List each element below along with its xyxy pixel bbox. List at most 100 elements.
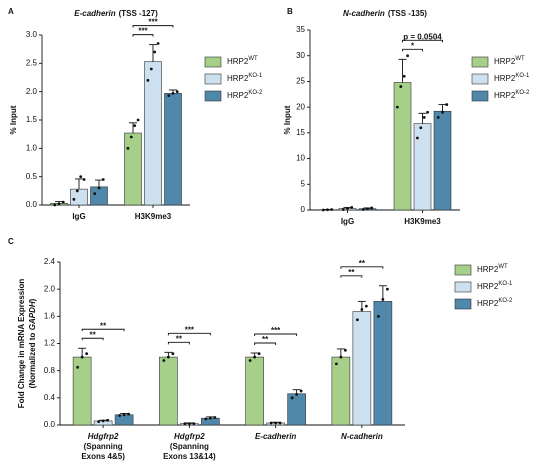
legend-label: HRP2WT	[494, 56, 525, 67]
data-point	[167, 94, 171, 98]
bar	[144, 61, 162, 206]
y-tick-label: 20	[296, 102, 305, 111]
chart-title: N-cadherin (TSS -135)	[343, 9, 427, 18]
bar	[373, 301, 393, 426]
bar	[393, 82, 412, 211]
y-tick-label: 2.0	[26, 87, 38, 96]
bar	[90, 186, 108, 206]
data-point	[370, 206, 374, 210]
significance-label: **	[90, 330, 97, 339]
data-point	[399, 85, 403, 88]
data-point	[396, 105, 399, 109]
data-point	[253, 355, 257, 359]
y-tick-label: 1.6	[44, 311, 56, 320]
significance-bracket	[340, 275, 363, 278]
y-axis-label: % Input	[283, 105, 292, 134]
legend-name: HRP2	[477, 282, 499, 291]
legend-label: HRP2KO-1	[477, 281, 513, 292]
title-italic: N-cadherin	[343, 9, 385, 18]
significance-bracket	[340, 266, 384, 269]
panel-label: B	[287, 7, 293, 16]
legend-swatch	[204, 73, 222, 85]
legend-label: HRP2KO-1	[227, 73, 263, 84]
significance-label: ***	[271, 326, 281, 335]
y-tick-label: 0.8	[44, 366, 56, 375]
significance-label: **	[100, 321, 107, 330]
significance-bracket	[402, 48, 423, 52]
data-point	[61, 200, 65, 204]
legend-swatch	[471, 90, 489, 102]
data-point	[274, 421, 278, 425]
y-label-italic: GAPDH	[28, 301, 37, 330]
data-point	[129, 135, 133, 139]
x-tick-label: H3K9me3	[135, 212, 172, 221]
significance-bracket	[167, 341, 190, 345]
data-point	[445, 103, 449, 106]
bar	[124, 132, 142, 206]
error-bar	[129, 122, 137, 134]
legend-name: HRP2	[494, 91, 516, 100]
data-point	[97, 420, 101, 424]
y-tick-label: 1.2	[44, 339, 56, 348]
data-point	[166, 355, 170, 359]
y-tick-label: 0	[301, 205, 306, 214]
y-tick-label: 35	[296, 25, 305, 34]
bar	[159, 356, 178, 426]
data-point	[299, 389, 303, 393]
data-point	[339, 355, 343, 359]
x-tick-label: IgG	[341, 217, 354, 226]
y-tick-label: 1.0	[26, 143, 38, 152]
data-point	[343, 348, 347, 352]
legend-swatch	[471, 56, 489, 68]
data-point	[360, 308, 364, 311]
legend-superscript: KO-2	[515, 90, 530, 96]
legend-label: HRP2KO-2	[494, 90, 530, 101]
significance-label: ***	[185, 325, 195, 334]
data-point	[79, 175, 83, 179]
y-tick-label: 0.0	[26, 200, 38, 209]
legend-name: HRP2	[477, 299, 499, 308]
data-point	[57, 202, 61, 206]
significance-label: **	[176, 334, 183, 343]
legend-name: HRP2	[227, 91, 249, 100]
data-point	[80, 355, 84, 359]
data-point	[153, 50, 157, 54]
legend-name: HRP2	[494, 74, 516, 83]
y-label-part: (Normalized to	[28, 333, 37, 389]
x-tick-line: E-cadherin	[255, 432, 296, 441]
error-bar	[418, 112, 427, 124]
x-tick-label: E-cadherin	[255, 432, 296, 441]
y-tick-label: 2.4	[44, 257, 56, 266]
x-tick-line: Hdgfrp2	[174, 432, 205, 441]
significance-label: ***	[148, 18, 158, 27]
bar	[114, 414, 134, 426]
error-bar	[438, 104, 447, 112]
x-tick-line: (Spanning	[84, 442, 123, 451]
title-rest: (TSS -127)	[119, 9, 158, 18]
data-point	[426, 110, 429, 114]
data-point	[385, 287, 389, 291]
data-point	[406, 54, 409, 58]
data-point	[101, 419, 105, 423]
data-point	[53, 203, 57, 207]
bar	[331, 356, 351, 426]
significance-bracket	[167, 332, 211, 336]
data-point	[422, 116, 426, 119]
significance-bracket	[132, 34, 154, 37]
y-tick-label: 10	[296, 154, 305, 163]
error-bar	[75, 178, 83, 190]
legend-label: HRP2WT	[227, 56, 258, 67]
legend-swatch	[454, 281, 472, 293]
data-point	[126, 146, 130, 150]
data-point	[187, 422, 191, 426]
data-point	[278, 421, 282, 425]
y-axis-label: % Input	[9, 105, 18, 134]
legend-name: HRP2	[477, 265, 499, 274]
data-point	[330, 208, 334, 211]
bar	[413, 123, 432, 211]
bar	[287, 393, 306, 426]
significance-bracket	[402, 39, 443, 43]
y-axis-label: Fold Change in mRNA Expression	[17, 279, 26, 409]
x-tick-label: IgG	[72, 212, 85, 221]
y-tick-label: 25	[296, 77, 305, 86]
